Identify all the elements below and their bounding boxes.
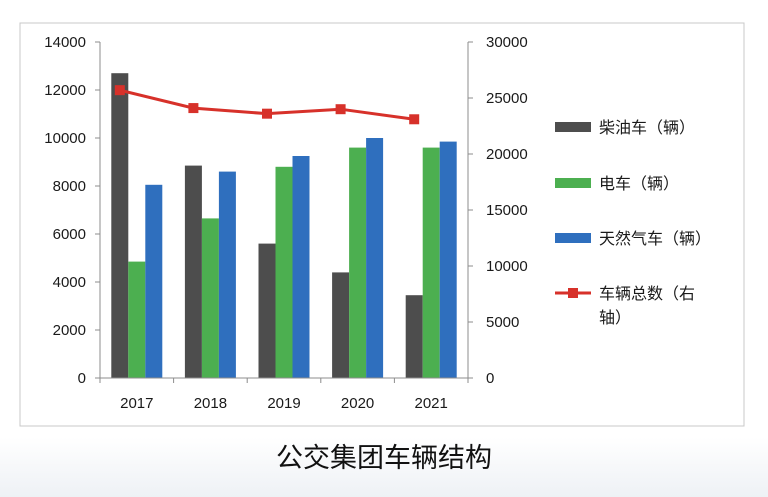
bar bbox=[349, 147, 367, 378]
bars-layer bbox=[111, 73, 457, 378]
legend-swatch bbox=[555, 122, 591, 132]
line-marker bbox=[262, 108, 272, 119]
line-marker bbox=[114, 85, 125, 96]
y-left-tick-label: 2000 bbox=[53, 322, 86, 339]
chart-caption: 公交集团车辆结构 bbox=[276, 443, 492, 474]
y-left-tick-label: 12000 bbox=[44, 82, 86, 99]
bar bbox=[258, 243, 276, 378]
y-right-tick-label: 20000 bbox=[486, 146, 528, 163]
legend-label-line: 电车（辆） bbox=[599, 174, 679, 193]
y-right-tick-label: 30000 bbox=[486, 34, 528, 51]
bar bbox=[275, 166, 293, 378]
line-marker bbox=[335, 104, 346, 115]
legend-label-line: 轴） bbox=[599, 308, 631, 327]
y-left-tick-label: 8000 bbox=[53, 178, 86, 195]
legend-label: 柴油车（辆） bbox=[599, 118, 695, 137]
x-tick-label: 2018 bbox=[194, 395, 227, 412]
bar bbox=[292, 156, 310, 378]
y-right-tick-label: 0 bbox=[486, 370, 494, 387]
legend-label: 天然气车（辆） bbox=[599, 229, 711, 248]
y-left-tick-label: 4000 bbox=[53, 274, 86, 291]
legend-swatch bbox=[555, 233, 591, 243]
y-right-tick-label: 10000 bbox=[486, 258, 528, 275]
line-marker bbox=[409, 114, 420, 125]
bar bbox=[201, 218, 219, 378]
y-right-tick-label: 25000 bbox=[486, 90, 528, 107]
bar bbox=[111, 73, 129, 378]
line-layer bbox=[114, 85, 420, 125]
y-left-tick-label: 6000 bbox=[53, 226, 86, 243]
legend-label: 电车（辆） bbox=[599, 174, 679, 193]
x-tick-label: 2019 bbox=[267, 395, 300, 412]
bar bbox=[439, 141, 457, 378]
legend-swatch bbox=[555, 178, 591, 188]
bar bbox=[184, 165, 202, 378]
legend: 柴油车（辆） 电车（辆） 天然气车（辆） 车辆总数（右轴） bbox=[555, 118, 711, 327]
legend-label-line: 柴油车（辆） bbox=[599, 118, 695, 137]
bar bbox=[332, 272, 350, 378]
y-right-tick-label: 15000 bbox=[486, 202, 528, 219]
x-tick-label: 2021 bbox=[415, 395, 448, 412]
bar bbox=[422, 147, 440, 378]
bar bbox=[366, 138, 384, 378]
line-marker bbox=[188, 103, 199, 114]
y-left-tick-label: 0 bbox=[78, 370, 86, 387]
y-left-tick-label: 14000 bbox=[44, 34, 86, 51]
legend-label: 车辆总数（右轴） bbox=[599, 284, 695, 327]
legend-label-line: 车辆总数（右 bbox=[599, 284, 695, 303]
y-left-tick-label: 10000 bbox=[44, 130, 86, 147]
bar bbox=[405, 295, 423, 378]
y-right-tick-label: 5000 bbox=[486, 314, 519, 331]
axes-layer: 0 2000 4000 6000 8000 10000 12000 14000 0 5000 100… bbox=[44, 34, 527, 412]
bar bbox=[218, 171, 236, 378]
bar bbox=[145, 184, 163, 378]
bar bbox=[128, 261, 146, 378]
x-tick-label: 2017 bbox=[120, 395, 153, 412]
legend-swatch-marker bbox=[568, 288, 578, 298]
x-tick-label: 2020 bbox=[341, 395, 374, 412]
legend-label-line: 天然气车（辆） bbox=[599, 229, 711, 248]
